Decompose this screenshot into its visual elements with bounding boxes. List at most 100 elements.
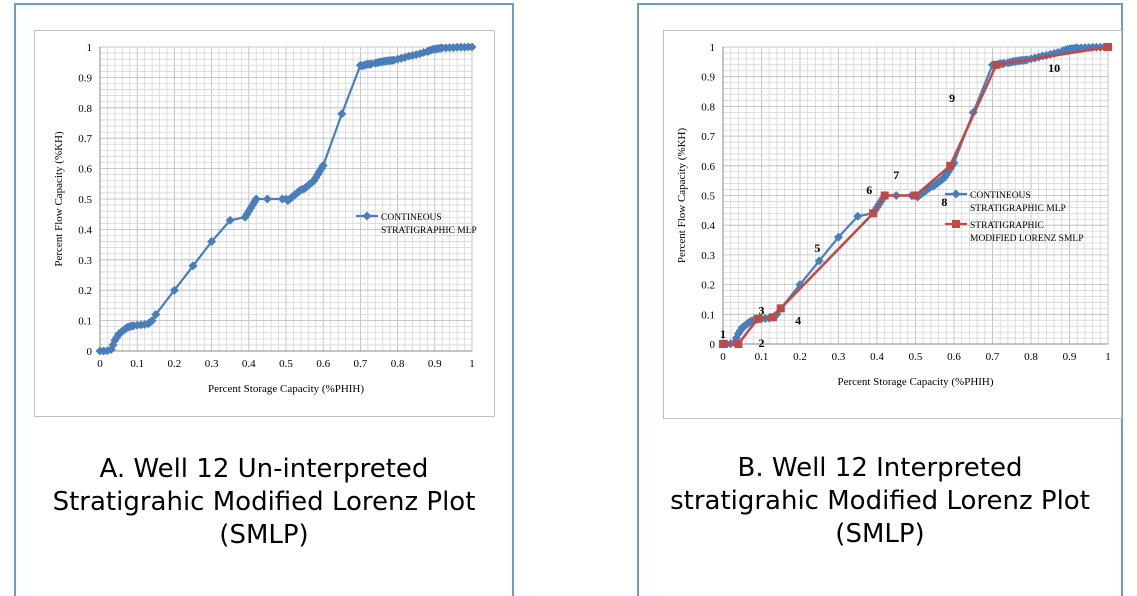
- segment-label: 4: [795, 314, 801, 328]
- data-point-diamond: [318, 161, 328, 171]
- data-point-square: [992, 60, 1001, 69]
- segment-label: 2: [759, 336, 765, 350]
- x-tick-label: 0.5: [279, 358, 293, 370]
- y-tick-label: 0.1: [701, 309, 715, 321]
- y-tick-label: 0.5: [701, 191, 715, 203]
- x-tick-label: 0.1: [755, 351, 769, 363]
- data-point-diamond: [169, 285, 179, 295]
- y-tick-label: 0.5: [78, 194, 92, 206]
- segment-label: 8: [941, 195, 947, 209]
- x-tick-label: 1: [469, 358, 475, 370]
- caption-b: B. Well 12 Interpreted stratigrahic Modi…: [639, 452, 1121, 551]
- data-point-diamond: [834, 232, 843, 242]
- data-point-diamond: [337, 109, 347, 119]
- caption-b-line-3: (SMLP): [835, 519, 925, 549]
- segment-label: 10: [1048, 61, 1060, 75]
- x-axis-title: Percent Storage Capacity (%PHIH): [208, 383, 364, 395]
- data-point-diamond: [853, 211, 863, 221]
- y-tick-label: 0.6: [78, 164, 92, 176]
- lorenz-chart-b: 0 0.1 0.2 0.3 0.4 0.5 0.6 0.7 0.8 0.9 100.10.20.30…: [676, 42, 1113, 388]
- grid: [99, 46, 473, 352]
- legend-marker-diamond: [362, 211, 372, 221]
- chart-frame-b: 0 0.1 0.2 0.3 0.4 0.5 0.6 0.7 0.8 0.9 1 0 0.1 0.2 0.3 0…: [663, 30, 1122, 419]
- series-1: [719, 43, 1112, 348]
- data-point-diamond: [251, 194, 261, 204]
- y-tick-label: 0.2: [701, 280, 715, 292]
- data-point-diamond: [248, 200, 258, 210]
- y-tick-label: 0.7: [701, 131, 715, 143]
- x-tick-label: 0.6: [316, 358, 330, 370]
- data-point-diamond: [467, 42, 477, 52]
- x-tick-label: 0.9: [1063, 351, 1077, 363]
- x-tick-label: 1: [1105, 351, 1111, 363]
- y-tick-label: 1: [87, 42, 93, 54]
- data-point-diamond: [389, 55, 399, 65]
- y-tick-label: 0.8: [701, 101, 715, 113]
- data-point-square: [911, 191, 920, 200]
- x-tick-label: 0: [97, 358, 103, 370]
- y-tick-label: 0.2: [78, 285, 92, 297]
- y-tick-label: 0.6: [701, 161, 715, 173]
- y-tick-label: 0.8: [78, 103, 92, 115]
- data-point-diamond: [733, 329, 743, 339]
- caption-a-line-3: (SMLP): [219, 520, 309, 550]
- x-tick-label: 0.3: [205, 358, 219, 370]
- x-tick-label: 0.8: [391, 358, 405, 370]
- x-tick-label: 0.4: [870, 351, 884, 363]
- data-point-square: [946, 161, 955, 170]
- segment-label: 9: [949, 91, 955, 105]
- data-point-square: [734, 340, 743, 348]
- x-tick-label: 0.1: [130, 358, 144, 370]
- data-point-square: [769, 313, 778, 322]
- y-tick-label: 0.4: [78, 224, 92, 236]
- x-tick-label: 0: [720, 351, 726, 363]
- legend-label: CONTINEOUS: [970, 191, 1031, 201]
- data-point-square: [869, 209, 878, 218]
- y-tick-label: 1: [710, 42, 716, 54]
- data-point-square: [1104, 43, 1112, 51]
- caption-b-line-1: B. Well 12 Interpreted: [737, 453, 1023, 483]
- caption-b-line-2: stratigrahic Modified Lorenz Plot: [670, 486, 1090, 516]
- x-tick-label: 0.6: [947, 351, 961, 363]
- y-tick-label: 0.3: [701, 250, 715, 262]
- legend-label: STRATIGRAPHIC MLP: [381, 226, 477, 236]
- caption-a-line-2: Stratigrahic Modified Lorenz Plot: [52, 487, 476, 517]
- y-tick-label: 0.9: [701, 72, 715, 84]
- data-point-diamond: [207, 237, 217, 247]
- x-tick-label: 0.7: [354, 358, 368, 370]
- panel-b: 0 0.1 0.2 0.3 0.4 0.5 0.6 0.7 0.8 0.9 1 0 0.1 0.2 0.3 0…: [637, 3, 1123, 596]
- segment-label: 6: [866, 183, 872, 197]
- segment-label: 1: [720, 327, 726, 341]
- lorenz-chart-a: 0 0.1 0.2 0.3 0.4 0.5 0.6 0.7 0.8 0.9 1 0 0.1 0.2 0.3 0…: [53, 42, 477, 395]
- legend-label: MODIFIED LORENZ SMLP: [970, 234, 1083, 244]
- legend-label: CONTINEOUS: [381, 213, 442, 223]
- data-point-square: [719, 340, 727, 348]
- chart-frame-a: 0 0.1 0.2 0.3 0.4 0.5 0.6 0.7 0.8 0.9 1 0 0.1 0.2 0.3 0…: [34, 30, 495, 417]
- data-point-square: [880, 191, 889, 200]
- legend-label: STRATIGRAPHIC MLP: [970, 204, 1066, 214]
- y-tick-label: 0.3: [78, 255, 92, 267]
- x-tick-label: 0.9: [428, 358, 442, 370]
- legend-marker-diamond: [951, 189, 961, 199]
- legend-label: STRATIGRAPHIC: [970, 221, 1044, 231]
- x-tick-label: 0.3: [832, 351, 846, 363]
- data-point-diamond: [411, 50, 421, 60]
- data-point-square: [753, 314, 762, 323]
- y-axis-title: Percent Flow Capacity (%KH): [676, 128, 688, 264]
- x-tick-label: 0.7: [986, 351, 1000, 363]
- x-tick-label: 0.2: [168, 358, 182, 370]
- series-0: [95, 42, 477, 356]
- y-tick-label: 0.1: [78, 316, 92, 328]
- segment-label: 5: [814, 241, 820, 255]
- data-point-diamond: [262, 194, 272, 204]
- data-point-diamond: [188, 261, 198, 271]
- caption-a: A. Well 12 Un-interpreted Stratigrahic M…: [16, 453, 512, 552]
- y-tick-label: 0: [87, 346, 93, 358]
- y-tick-label: 0: [710, 339, 716, 351]
- data-point-diamond: [225, 215, 235, 225]
- data-point-diamond: [400, 52, 410, 62]
- y-tick-label: 0.4: [701, 220, 715, 232]
- segment-label: 3: [759, 303, 765, 317]
- x-tick-label: 0.8: [1024, 351, 1038, 363]
- x-tick-label: 0.4: [242, 358, 256, 370]
